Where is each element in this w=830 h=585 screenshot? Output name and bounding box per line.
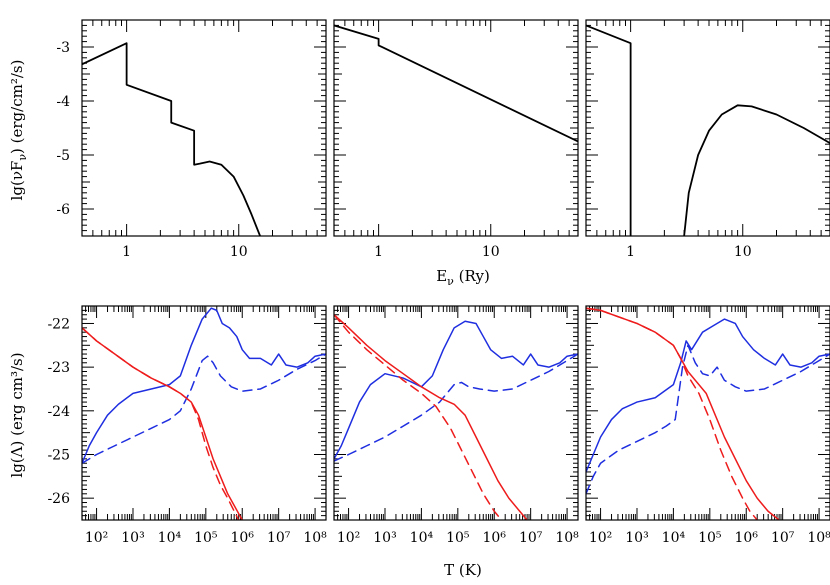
series-line-blue-solid bbox=[334, 320, 578, 460]
series-line-blue-solid bbox=[586, 318, 830, 473]
panel-top-left: 1 10 -3 -4 -5 -6 bbox=[56, 19, 327, 260]
series-line-red-dashed bbox=[82, 327, 240, 520]
top-y-axis-title-sub: ν bbox=[16, 154, 29, 161]
y-tick-label: -23 bbox=[47, 360, 70, 376]
x-tick-label: 10⁵ bbox=[698, 530, 722, 546]
plot-frame bbox=[585, 19, 830, 237]
y-tick-label: -26 bbox=[47, 491, 70, 507]
series-group-top-left bbox=[82, 42, 261, 236]
panel-grid: 1 10 -3 -4 -5 -6 1 10 1 10 10² 10³ 10⁴ 10⁵ 10⁶ 10⁷ 10⁸ -2… bbox=[47, 19, 830, 546]
series-group-bottom-middle bbox=[334, 313, 578, 520]
ticks-top-left bbox=[81, 19, 327, 237]
x-tick-label: 10⁵ bbox=[446, 530, 470, 546]
y-tick-label: -6 bbox=[56, 202, 70, 218]
series-group-top-right bbox=[586, 24, 830, 236]
x-tick-label: 10 bbox=[734, 244, 752, 260]
panel-top-right: 1 10 bbox=[585, 19, 830, 260]
x-tick-label: 10³ bbox=[121, 530, 144, 546]
top-y-axis-title-main: lg(νF bbox=[8, 161, 26, 201]
ticks-bottom-right bbox=[585, 305, 830, 521]
series-line-black-solid bbox=[82, 42, 261, 236]
panel-bottom-left: 10² 10³ 10⁴ 10⁵ 10⁶ 10⁷ 10⁸ -22 -23 -24 -25 -26 bbox=[47, 305, 327, 546]
plot-frame bbox=[81, 19, 327, 237]
series-line-blue-dashed bbox=[586, 344, 830, 495]
x-tick-label: 10⁴ bbox=[662, 530, 686, 546]
ticks-top-right bbox=[585, 19, 830, 237]
x-tick-label: 10⁴ bbox=[410, 530, 434, 546]
x-tick-label: 1 bbox=[122, 244, 131, 260]
series-line-blue-dashed bbox=[334, 353, 578, 462]
series-line-red-solid bbox=[586, 307, 780, 520]
x-tick-label: 10⁶ bbox=[735, 530, 759, 546]
x-tick-label: 10⁵ bbox=[194, 530, 218, 546]
x-tick-label: 10⁸ bbox=[303, 530, 327, 546]
panel-bottom-right: 10² 10³ 10⁴ 10⁵ 10⁶ 10⁷ 10⁸ bbox=[585, 305, 830, 546]
x-tick-label: 10⁴ bbox=[158, 530, 182, 546]
series-line-red-dashed bbox=[334, 313, 503, 520]
series-line-blue-solid bbox=[82, 307, 326, 464]
y-tick-label: -4 bbox=[56, 94, 70, 110]
plot-frame bbox=[585, 305, 830, 521]
x-tick-label: 10⁷ bbox=[771, 530, 795, 546]
ticks-bottom-middle bbox=[333, 305, 578, 521]
series-line-red-solid bbox=[82, 327, 243, 520]
top-x-axis-title: Eν (Ry) bbox=[436, 267, 490, 288]
x-tick-label: 10³ bbox=[373, 530, 396, 546]
plot-frame bbox=[333, 305, 579, 521]
panel-top-middle: 1 10 bbox=[333, 19, 579, 260]
x-tick-label: 10² bbox=[337, 530, 360, 546]
series-line-blue-dashed bbox=[82, 353, 326, 464]
series-line-red-dashed bbox=[586, 307, 758, 520]
top-x-axis-title-unit: (Ry) bbox=[454, 267, 490, 285]
panel-bottom-middle: 10² 10³ 10⁴ 10⁵ 10⁶ 10⁷ 10⁸ bbox=[333, 305, 579, 546]
ticks-top-middle bbox=[333, 19, 579, 237]
plot-frame bbox=[333, 19, 579, 237]
top-x-axis-title-main: E bbox=[436, 267, 447, 285]
top-y-axis-title: lg(νFν) (erg/cm²/s) bbox=[8, 60, 29, 201]
y-tick-label: -3 bbox=[56, 40, 70, 56]
series-group-bottom-left bbox=[82, 307, 326, 520]
x-tick-label: 10⁶ bbox=[483, 530, 507, 546]
x-tick-label: 1 bbox=[374, 244, 383, 260]
series-line-black-solid bbox=[334, 24, 578, 143]
top-y-axis-title-unit: ) (erg/cm²/s) bbox=[8, 60, 26, 154]
top-x-axis-title-sub: ν bbox=[447, 275, 454, 288]
series-line-black-solid bbox=[683, 104, 830, 236]
x-tick-label: 10² bbox=[589, 530, 612, 546]
x-tick-label: 1 bbox=[626, 244, 635, 260]
y-tick-label: -5 bbox=[56, 148, 70, 164]
series-line-black-solid bbox=[586, 24, 632, 236]
y-tick-label: -25 bbox=[47, 447, 70, 463]
series-group-bottom-right bbox=[586, 307, 830, 520]
x-tick-label: 10⁶ bbox=[231, 530, 255, 546]
y-tick-label: -24 bbox=[47, 404, 70, 420]
bottom-x-axis-title: T (K) bbox=[444, 561, 482, 579]
bottom-y-axis-title: lg(Λ) (erg cm³/s) bbox=[8, 352, 26, 477]
series-line-red-solid bbox=[334, 313, 528, 520]
x-tick-label: 10⁸ bbox=[555, 530, 579, 546]
y-tick-label: -22 bbox=[47, 316, 70, 332]
x-tick-label: 10² bbox=[85, 530, 108, 546]
plot-frame bbox=[81, 305, 327, 521]
ticks-bottom-left bbox=[81, 305, 326, 521]
x-tick-label: 10⁷ bbox=[267, 530, 291, 546]
x-tick-label: 10 bbox=[230, 244, 248, 260]
series-group-top-middle bbox=[334, 24, 578, 143]
x-tick-label: 10 bbox=[482, 244, 500, 260]
x-tick-label: 10⁸ bbox=[807, 530, 830, 546]
x-tick-label: 10³ bbox=[625, 530, 648, 546]
x-tick-label: 10⁷ bbox=[519, 530, 543, 546]
